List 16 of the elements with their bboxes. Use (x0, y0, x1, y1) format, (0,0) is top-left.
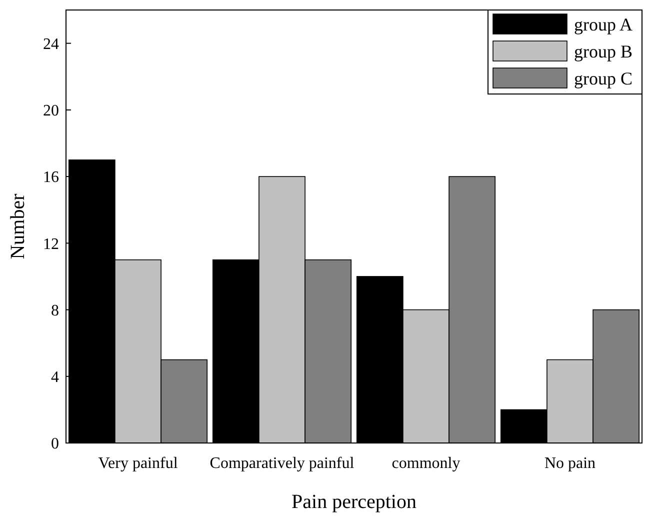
x-tick-label: Very painful (98, 455, 178, 472)
legend-label: group C (574, 68, 632, 88)
y-tick-label: 12 (43, 236, 59, 253)
y-tick-label: 20 (43, 102, 59, 120)
y-tick-label: 0 (51, 436, 59, 453)
y-tick-label: 4 (51, 368, 59, 386)
y-tick-label: 8 (51, 302, 59, 320)
legend-label: group B (574, 41, 632, 62)
x-tick-label: Comparatively painful (210, 455, 355, 472)
y-tick-label: 24 (43, 36, 59, 53)
y-tick-label: 16 (43, 169, 59, 186)
x-tick-label: No pain (544, 455, 596, 472)
legend-label: group A (574, 14, 632, 34)
x-axis-title: Pain perception (292, 491, 416, 513)
x-tick-label: commonly (392, 455, 460, 472)
y-axis-title: Number (7, 193, 29, 260)
